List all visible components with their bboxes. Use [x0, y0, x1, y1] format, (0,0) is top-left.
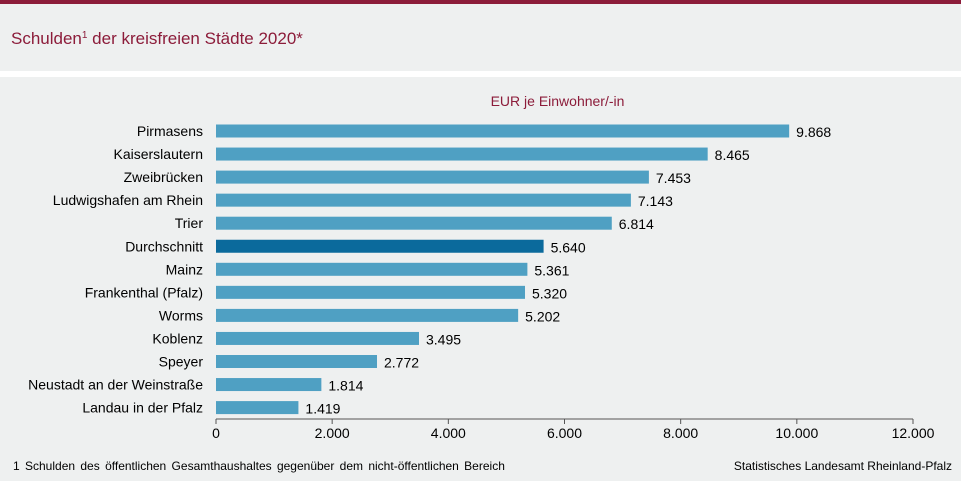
x-tick-label: 6.000 — [547, 425, 582, 441]
value-label: 8.465 — [715, 147, 750, 163]
value-label: 5.640 — [551, 239, 586, 255]
bar — [216, 193, 631, 207]
chart-title: Schulden1 der kreisfreien Städte 2020* — [11, 29, 303, 48]
bar — [216, 262, 528, 276]
category-label: Ludwigshafen am Rhein — [53, 192, 203, 208]
top-accent-bar — [0, 0, 961, 4]
category-label: Zweibrücken — [124, 169, 203, 185]
value-label: 1.814 — [328, 378, 363, 394]
x-tick-label: 8.000 — [663, 425, 698, 441]
value-label: 5.320 — [532, 285, 567, 301]
value-label: 6.814 — [619, 216, 654, 232]
category-label: Pirmasens — [137, 123, 203, 139]
category-label: Speyer — [159, 354, 204, 370]
bar — [216, 124, 790, 138]
bar — [216, 401, 299, 415]
header-divider — [0, 71, 961, 77]
bar-average — [216, 239, 544, 253]
x-tick-label: 4.000 — [431, 425, 466, 441]
value-label: 7.453 — [656, 170, 691, 186]
header: Schulden1 der kreisfreien Städte 2020* — [0, 4, 961, 71]
category-label: Kaiserslautern — [114, 146, 204, 162]
footnote: 1 Schulden des öffentlichen Gesamthausha… — [13, 459, 505, 473]
x-tick-label: 2.000 — [315, 425, 350, 441]
category-label: Worms — [159, 307, 203, 323]
x-tick-label: 10.000 — [775, 425, 818, 441]
bar — [216, 285, 526, 299]
value-label: 3.495 — [426, 331, 461, 347]
category-label: Mainz — [166, 261, 203, 277]
bar — [216, 216, 612, 230]
value-label: 2.772 — [384, 355, 419, 371]
value-label: 5.202 — [525, 308, 560, 324]
bar — [216, 308, 519, 322]
bar — [216, 331, 420, 345]
bar — [216, 355, 378, 368]
bar — [216, 147, 708, 161]
value-label: 7.143 — [638, 193, 673, 209]
x-tick-label: 12.000 — [892, 425, 935, 441]
bar-chart: EUR je Einwohner/-in Pirmasens 9.868 Kaiser… — [28, 93, 935, 441]
source-note: Statistisches Landesamt Rheinland-Pfalz — [733, 459, 952, 473]
category-label: Trier — [175, 215, 204, 231]
bar — [216, 378, 322, 392]
title-footnote-marker: 1 — [81, 30, 88, 41]
category-label: Neustadt an der Weinstraße — [28, 377, 203, 393]
category-label: Koblenz — [152, 330, 203, 346]
category-label: Landau in der Pfalz — [82, 400, 203, 416]
bar — [216, 170, 649, 184]
category-label: Durchschnitt — [125, 238, 203, 254]
value-label: 9.868 — [796, 124, 831, 140]
category-label: Frankenthal (Pfalz) — [85, 284, 203, 300]
x-tick-label: 0 — [212, 425, 220, 441]
value-label: 1.419 — [305, 401, 340, 417]
unit-label: EUR je Einwohner/-in — [491, 93, 625, 109]
value-label: 5.361 — [534, 262, 569, 278]
